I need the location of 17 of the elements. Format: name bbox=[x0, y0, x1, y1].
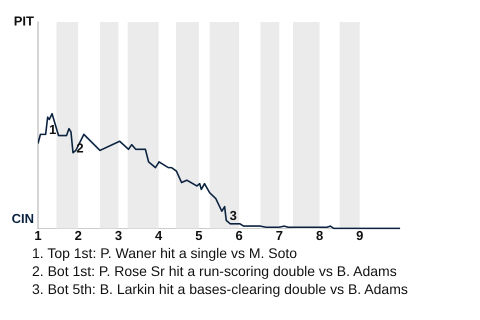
x-tick-label: 9 bbox=[356, 228, 364, 243]
x-tick-label: 2 bbox=[74, 228, 82, 243]
x-tick-label: 8 bbox=[316, 228, 324, 243]
annotation: 1 bbox=[49, 122, 56, 137]
x-tick-label: 4 bbox=[155, 228, 164, 243]
annotation: 3 bbox=[230, 208, 237, 223]
text: PIT bbox=[14, 14, 34, 29]
x-tick-label: 5 bbox=[195, 228, 203, 243]
x-tick-label: 3 bbox=[114, 228, 122, 243]
x-tick-label: 1 bbox=[34, 228, 42, 243]
text: 2. Bot 1st: P. Rose Sr hit a run-scoring double vs B. Adams bbox=[32, 262, 398, 280]
text: 1. Top 1st: P. Waner hit a single vs M. Soto bbox=[32, 244, 298, 262]
x-tick-label: 6 bbox=[235, 228, 243, 243]
text: CIN bbox=[12, 210, 34, 226]
annotation: 2 bbox=[76, 140, 84, 156]
x-tick-label: 7 bbox=[276, 228, 283, 243]
text: 3. Bot 5th: B. Larkin hit a bases-clearing double vs B. Adams bbox=[32, 280, 409, 298]
